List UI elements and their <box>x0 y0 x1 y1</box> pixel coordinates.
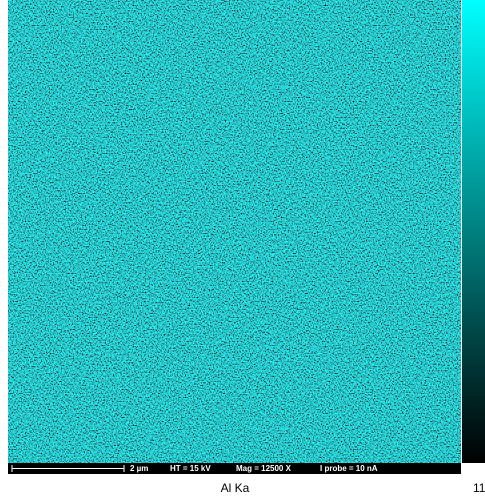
colorbar <box>462 0 485 463</box>
magnification: Mag = 12500 X <box>236 464 292 473</box>
map-figure: 2 µm HT = 15 kV Mag = 12500 X I probe = … <box>0 0 485 498</box>
element-caption: Al Ka <box>221 481 250 495</box>
probe-current: I probe = 10 nA <box>320 464 378 473</box>
scale-bar-label: 2 µm <box>130 464 148 473</box>
eds-map-view: 2 µm HT = 15 kV Mag = 12500 X I probe = … <box>0 0 485 498</box>
colorbar-max: 11 <box>473 481 485 495</box>
al-ka-map <box>8 0 461 463</box>
high-tension: HT = 15 kV <box>170 464 211 473</box>
